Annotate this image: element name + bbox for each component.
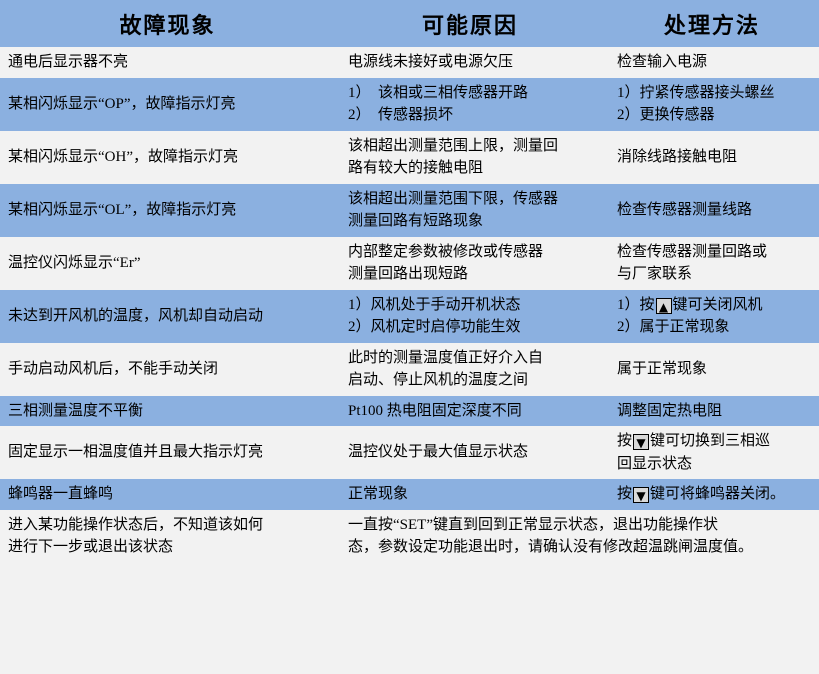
column-header-symptom: 故障现象 bbox=[0, 0, 335, 47]
key-down-icon: ▼ bbox=[633, 434, 650, 450]
cell-cause: 此时的测量温度值正好介入自 启动、停止风机的温度之间 bbox=[335, 342, 605, 396]
cell-cause-remedy-merged: 一直按“SET”键直到回到正常显示状态，退出功能操作状 态，参数设定功能退出时，请… bbox=[335, 509, 819, 563]
header-row: 故障现象 可能原因 处理方法 bbox=[0, 0, 819, 47]
table-row: 温控仪闪烁显示“Er” 内部整定参数被修改或传感器 测量回路出现短路 检查传感器测量回… bbox=[0, 236, 819, 290]
cell-cause: 电源线未接好或电源欠压 bbox=[335, 47, 605, 78]
cell-remedy: 1）按 ▲ 键可关闭风机 2）属于正常现象 bbox=[605, 289, 819, 343]
table-row: 未达到开风机的温度，风机却自动启动 1）风机处于手动开机状态 2）风机定时启停功能生… bbox=[0, 289, 819, 343]
table-row: 某相闪烁显示“OL”，故障指示灯亮 该相超出测量范围下限，传感器 测量回路有短路现象… bbox=[0, 183, 819, 237]
column-header-remedy: 处理方法 bbox=[605, 0, 819, 47]
table-header: 故障现象 可能原因 处理方法 bbox=[0, 0, 819, 47]
trouble-shooting-table: 故障现象 可能原因 处理方法 通电后显示器不亮 电源线未接好或电源欠压 检查输入电源… bbox=[0, 0, 819, 563]
cell-cause: 1）风机处于手动开机状态 2）风机定时启停功能生效 bbox=[335, 289, 605, 343]
key-up-icon: ▲ bbox=[655, 297, 672, 314]
cell-remedy: 按 ▼ 键可切换到三相巡 回显示状态 bbox=[605, 426, 819, 479]
table-row: 手动启动风机后，不能手动关闭 此时的测量温度值正好介入自 启动、停止风机的温度之间属… bbox=[0, 342, 819, 396]
cell-cause: 内部整定参数被修改或传感器 测量回路出现短路 bbox=[335, 236, 605, 290]
cell-symptom: 通电后显示器不亮 bbox=[0, 47, 335, 78]
cell-cause: 该相超出测量范围下限，传感器 测量回路有短路现象 bbox=[335, 183, 605, 237]
cell-remedy: 属于正常现象 bbox=[605, 342, 819, 396]
cell-symptom: 某相闪烁显示“OH”，故障指示灯亮 bbox=[0, 130, 335, 184]
cell-symptom: 某相闪烁显示“OP”，故障指示灯亮 bbox=[0, 77, 335, 131]
table-row: 进入某功能操作状态后，不知道该如何 进行下一步或退出该状态 一直按“SET”键直到回… bbox=[0, 509, 819, 563]
cell-cause: 温控仪处于最大值显示状态 bbox=[335, 426, 605, 479]
cell-remedy: 按 ▼ 键可将蜂鸣器关闭。 bbox=[605, 479, 819, 510]
column-header-cause: 可能原因 bbox=[335, 0, 605, 47]
cell-symptom: 某相闪烁显示“OL”，故障指示灯亮 bbox=[0, 183, 335, 237]
table-row: 固定显示一相温度值并且最大指示灯亮 温控仪处于最大值显示状态按 ▼ 键可切换到三相巡回… bbox=[0, 426, 819, 479]
cell-symptom: 进入某功能操作状态后，不知道该如何 进行下一步或退出该状态 bbox=[0, 509, 335, 563]
table-row: 三相测量温度不平衡 Pt100 热电阻固定深度不同 调整固定热电阻 bbox=[0, 395, 819, 426]
key-down-icon: ▼ bbox=[633, 487, 650, 503]
cell-symptom: 未达到开风机的温度，风机却自动启动 bbox=[0, 289, 335, 343]
table-row: 蜂鸣器一直蜂鸣 正常现象按 ▼ 键可将蜂鸣器关闭。 bbox=[0, 479, 819, 510]
cell-remedy: 调整固定热电阻 bbox=[605, 395, 819, 426]
cell-cause: 该相超出测量范围上限，测量回 路有较大的接触电阻 bbox=[335, 130, 605, 184]
cell-symptom: 三相测量温度不平衡 bbox=[0, 395, 335, 426]
cell-cause: Pt100 热电阻固定深度不同 bbox=[335, 395, 605, 426]
cell-remedy: 检查输入电源 bbox=[605, 47, 819, 78]
table-row: 某相闪烁显示“OP”，故障指示灯亮 1） 该相或三相传感器开路 2） 传感器损坏 1）… bbox=[0, 77, 819, 131]
cell-remedy: 消除线路接触电阻 bbox=[605, 130, 819, 184]
cell-cause: 正常现象 bbox=[335, 479, 605, 510]
cell-symptom: 蜂鸣器一直蜂鸣 bbox=[0, 479, 335, 510]
cell-symptom: 手动启动风机后，不能手动关闭 bbox=[0, 342, 335, 396]
cell-remedy: 检查传感器测量线路 bbox=[605, 183, 819, 237]
cell-remedy: 检查传感器测量回路或 与厂家联系 bbox=[605, 236, 819, 290]
cell-remedy: 1）拧紧传感器接头螺丝 2）更换传感器 bbox=[605, 77, 819, 131]
cell-cause: 1） 该相或三相传感器开路 2） 传感器损坏 bbox=[335, 77, 605, 131]
table-row: 某相闪烁显示“OH”，故障指示灯亮 该相超出测量范围上限，测量回 路有较大的接触电阻… bbox=[0, 130, 819, 184]
cell-symptom: 固定显示一相温度值并且最大指示灯亮 bbox=[0, 426, 335, 479]
cell-symptom: 温控仪闪烁显示“Er” bbox=[0, 236, 335, 290]
table-body: 通电后显示器不亮 电源线未接好或电源欠压 检查输入电源 某相闪烁显示“OP”，故障指示… bbox=[0, 47, 819, 563]
table-row: 通电后显示器不亮 电源线未接好或电源欠压 检查输入电源 bbox=[0, 47, 819, 78]
